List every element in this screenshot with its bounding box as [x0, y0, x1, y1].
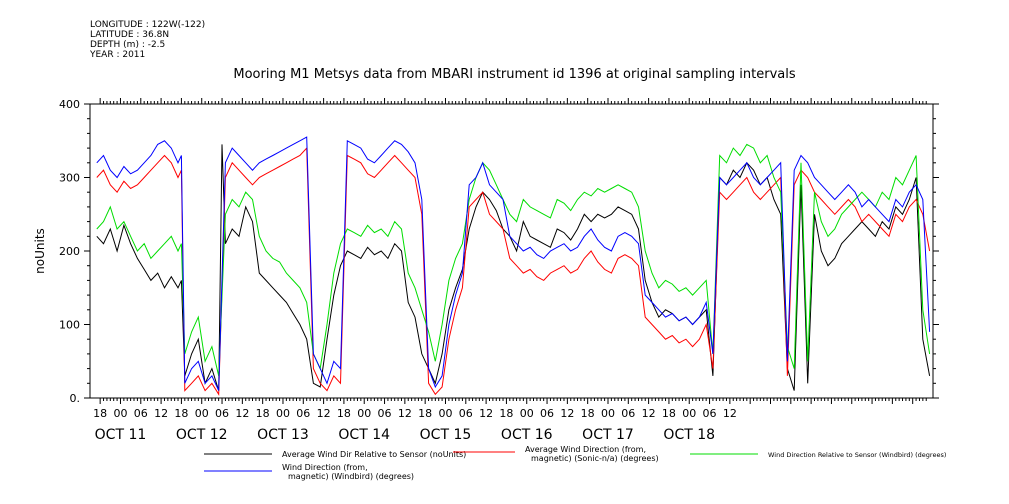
x-tick-label: 12 — [723, 407, 737, 420]
x-tick-label: 00 — [438, 407, 452, 420]
x-tick-label: 06 — [134, 407, 148, 420]
y-tick-label: 400 — [59, 98, 80, 111]
series-line-4 — [96, 136, 931, 391]
y-tick-label: 300 — [59, 172, 80, 185]
longitude-label: LONGITUDE : 122W(-122) — [90, 20, 206, 30]
depth-label: DEPTH (m) : -2.5 — [90, 40, 166, 50]
x-tick-label: 06 — [296, 407, 310, 420]
x-tick-label: 12 — [235, 407, 249, 420]
x-tick-label: 18 — [418, 407, 432, 420]
y-tick-label: 200 — [59, 245, 80, 258]
x-tick-label: 06 — [540, 407, 554, 420]
x-tick-label: 12 — [317, 407, 331, 420]
x-tick-label: 18 — [337, 407, 351, 420]
x-tick-label: 00 — [357, 407, 371, 420]
metadata-block: LONGITUDE : 122W(-122) LATITUDE : 36.8N … — [90, 20, 205, 60]
x-tick-label: 12 — [560, 407, 574, 420]
x-tick-label: 12 — [398, 407, 412, 420]
legend-label-4: Wind Direction (from, — [282, 463, 368, 472]
x-day-label: OCT 16 — [501, 427, 553, 443]
series-line-2 — [96, 146, 931, 396]
year-label: YEAR : 2011 — [90, 50, 146, 60]
x-tick-label: 18 — [174, 407, 188, 420]
x-day-label: OCT 18 — [663, 427, 715, 443]
x-tick-label: 00 — [113, 407, 127, 420]
x-tick-label: 00 — [682, 407, 696, 420]
x-tick-label: 06 — [378, 407, 392, 420]
x-day-label: OCT 15 — [420, 427, 472, 443]
y-axis-label: noUnits — [33, 228, 47, 274]
x-tick-label: 06 — [215, 407, 229, 420]
x-day-label: OCT 17 — [582, 427, 634, 443]
x-day-label: OCT 14 — [338, 427, 390, 443]
legend-label-2: Average Wind Direction (from, — [525, 445, 646, 454]
x-tick-label: 18 — [662, 407, 676, 420]
legend-label-1: Average Wind Dir Relative to Sensor (noU… — [282, 450, 466, 459]
x-tick-label: 00 — [195, 407, 209, 420]
x-tick-label: 12 — [479, 407, 493, 420]
y-tick-label: 100 — [59, 319, 80, 332]
x-tick-label: 00 — [276, 407, 290, 420]
x-tick-label: 18 — [499, 407, 513, 420]
latitude-label: LATITUDE : 36.8N — [90, 30, 170, 40]
series-line-3 — [96, 143, 931, 377]
legend-label-2-cont: magnetic) (Sonic-n/a) (degrees) — [531, 454, 659, 463]
x-tick-label: 18 — [93, 407, 107, 420]
x-tick-label: 18 — [581, 407, 595, 420]
y-tick-label: 0. — [70, 392, 81, 405]
x-tick-label: 06 — [621, 407, 635, 420]
x-tick-label: 18 — [256, 407, 270, 420]
x-tick-label: 06 — [703, 407, 717, 420]
legend-label-3: Wind Direction Relative to Sensor (Windb… — [768, 451, 946, 459]
x-tick-label: 00 — [601, 407, 615, 420]
chart-title: Mooring M1 Metsys data from MBARI instru… — [233, 67, 796, 82]
x-tick-label: 00 — [520, 407, 534, 420]
legend-label-4-cont: magnetic) (Windbird) (degrees) — [288, 472, 414, 481]
x-tick-label: 12 — [642, 407, 656, 420]
x-day-label: OCT 11 — [95, 427, 147, 443]
x-day-label: OCT 12 — [176, 427, 228, 443]
x-tick-label: 06 — [459, 407, 473, 420]
x-tick-label: 12 — [154, 407, 168, 420]
x-day-label: OCT 13 — [257, 427, 309, 443]
